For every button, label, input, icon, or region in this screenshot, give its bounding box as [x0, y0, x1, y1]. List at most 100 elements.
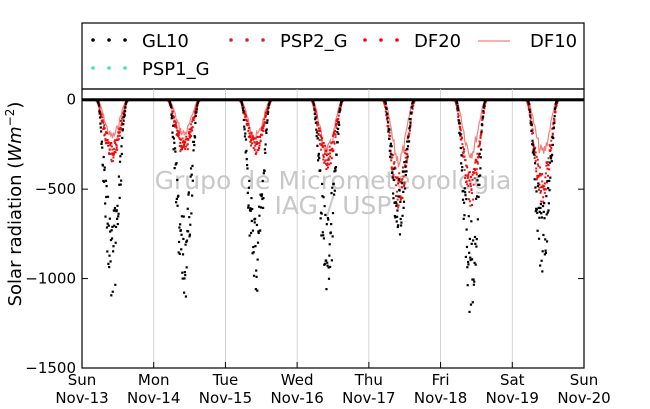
data-point-GL10: [334, 166, 337, 169]
data-point-PSP2_G: [114, 142, 117, 145]
data-point-GL10: [264, 151, 267, 155]
data-point-PSP2_G: [473, 177, 476, 180]
x-tick-label-date: Nov-16: [270, 389, 323, 407]
data-point-DF20: [260, 133, 263, 136]
data-point-DF20: [312, 101, 315, 104]
data-point-PSP2_G: [548, 144, 551, 147]
data-point-DF20: [182, 141, 185, 144]
data-point-GL10: [402, 206, 405, 209]
data-point-GL10: [456, 106, 460, 110]
data-point-DF20: [253, 148, 256, 151]
data-point-GL10: [175, 162, 178, 165]
data-point-DF20: [385, 113, 388, 116]
data-point-DF20: [538, 183, 541, 186]
data-point-GL10: [101, 146, 104, 149]
data-point-GL10: [192, 140, 196, 144]
data-point-PSP2_G: [476, 152, 479, 155]
data-point-GL10: [313, 108, 316, 111]
data-point-GL10: [469, 256, 472, 259]
data-point-PSP2_G: [544, 176, 547, 179]
data-point-GL10: [395, 204, 398, 207]
data-point-PSP2_G: [189, 130, 192, 133]
data-point-GL10: [264, 129, 268, 132]
data-point-GL10: [250, 196, 253, 200]
data-point-DF20: [192, 119, 195, 122]
data-point-PSP2_G: [112, 156, 115, 159]
data-point-GL10: [260, 193, 264, 196]
data-point-DF20: [253, 137, 256, 140]
data-point-GL10: [243, 125, 246, 128]
data-point-GL10: [391, 192, 395, 195]
data-point-PSP2_G: [535, 155, 538, 158]
legend-label-DF10: DF10: [530, 31, 577, 52]
data-point-DF20: [108, 152, 111, 155]
data-point-GL10: [554, 102, 557, 106]
data-point-DF20: [334, 133, 337, 136]
data-point-PSP2_G: [264, 114, 267, 117]
data-point-DF20: [122, 111, 125, 114]
data-point-GL10: [474, 197, 478, 200]
data-point-DF20: [527, 104, 530, 107]
data-point-GL10: [116, 217, 119, 220]
data-point-PSP2_G: [335, 124, 338, 127]
data-point-GL10: [529, 115, 532, 118]
data-point-DF20: [108, 148, 111, 151]
data-point-DF20: [109, 144, 112, 147]
data-point-DF20: [544, 188, 547, 191]
data-point-DF20: [245, 119, 248, 122]
data-point-DF20: [404, 149, 407, 152]
data-point-GL10: [261, 206, 265, 210]
data-point-DF20: [188, 136, 191, 139]
data-point-DF20: [474, 169, 477, 172]
data-point-GL10: [189, 167, 193, 170]
data-point-GL10: [548, 161, 552, 164]
data-point-DF20: [547, 164, 550, 167]
data-point-PSP2_G: [399, 195, 402, 198]
data-point-DF20: [473, 167, 476, 170]
data-point-GL10: [552, 126, 556, 129]
data-point-DF20: [258, 144, 261, 147]
data-point-DF20: [460, 136, 463, 139]
data-point-GL10: [466, 284, 469, 287]
data-point-GL10: [469, 258, 472, 262]
data-point-PSP2_G: [404, 152, 407, 155]
data-point-GL10: [553, 115, 556, 118]
data-point-GL10: [405, 148, 408, 151]
data-point-DF20: [471, 204, 474, 207]
data-point-DF20: [549, 149, 552, 152]
data-point-DF20: [119, 126, 122, 129]
data-point-DF20: [254, 144, 257, 147]
data-point-GL10: [322, 196, 325, 199]
data-point-GL10: [478, 152, 481, 155]
data-point-PSP2_G: [103, 124, 106, 127]
data-point-GL10: [257, 205, 261, 208]
data-point-GL10: [100, 130, 103, 133]
data-point-GL10: [189, 223, 192, 226]
data-point-GL10: [114, 241, 117, 244]
data-point-GL10: [338, 123, 341, 126]
x-tick-label-day: Fri: [432, 371, 450, 389]
data-point-DF20: [190, 135, 193, 138]
data-point-GL10: [181, 277, 184, 280]
y-tick-label: −1500: [25, 359, 76, 377]
data-point-DF20: [257, 148, 260, 151]
legend-swatch-DF20: [395, 38, 399, 42]
data-point-GL10: [114, 225, 118, 229]
data-point-GL10: [171, 135, 174, 139]
data-point-GL10: [403, 161, 406, 164]
data-point-PSP2_G: [254, 137, 257, 140]
data-point-GL10: [334, 169, 337, 172]
data-point-GL10: [103, 168, 106, 172]
data-point-DF20: [327, 157, 330, 160]
data-point-DF20: [318, 138, 321, 141]
data-point-GL10: [328, 254, 331, 257]
data-point-DF20: [116, 138, 119, 141]
data-point-PSP2_G: [262, 123, 265, 126]
data-point-GL10: [399, 224, 403, 227]
data-point-PSP2_G: [389, 152, 392, 155]
data-point-GL10: [255, 275, 258, 278]
data-point-GL10: [336, 141, 339, 144]
data-point-DF20: [252, 146, 255, 149]
data-point-DF20: [186, 148, 189, 151]
data-point-GL10: [478, 174, 482, 177]
